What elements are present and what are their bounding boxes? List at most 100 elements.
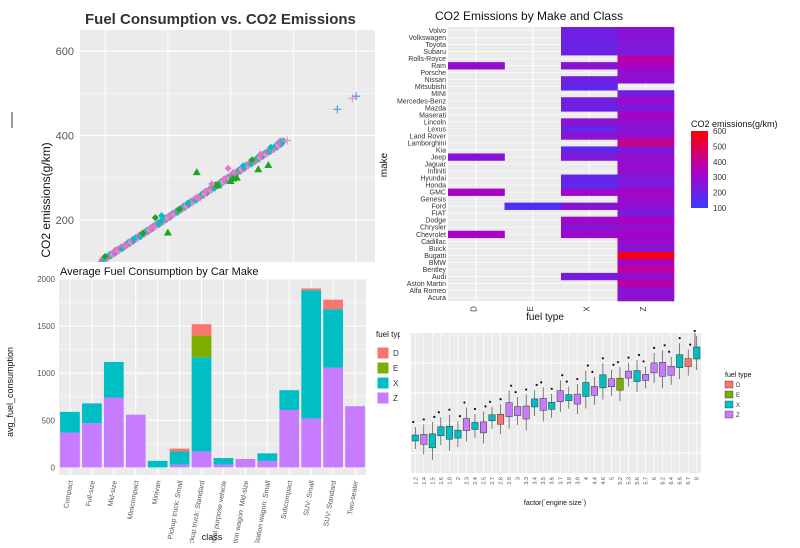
heatmap-y-tick: Mercedes-Benz (397, 98, 447, 105)
bar-x-tick: Station wagon: Mid-size (231, 480, 251, 543)
heatmap-y-tick: Honda (425, 183, 446, 190)
heatmap-cell (617, 251, 675, 260)
bar-y-tick: 500 (42, 416, 56, 425)
heatmap-y-tick: Buick (429, 246, 447, 253)
boxplot-outlier (693, 329, 696, 333)
bar-segment (279, 390, 300, 410)
legend-swatch (376, 376, 390, 390)
bar-y-tick: 2000 (37, 275, 55, 284)
boxplot-box (497, 413, 505, 425)
boxplot-box (522, 405, 530, 420)
boxplot-outlier (668, 350, 671, 353)
heatmap-cell (617, 118, 675, 126)
scatter-point (184, 199, 192, 207)
boxplot-outlier (612, 363, 615, 366)
heatmap-y-tick: Chevrolet (416, 232, 446, 239)
legend-label: E (736, 393, 740, 399)
boxplot-x-tick: 3.5 (541, 477, 547, 485)
heatmap-x-tick: D (469, 306, 478, 312)
legend-swatch (376, 346, 390, 360)
boxplot-x-tick: 2.9 (507, 477, 513, 485)
scatter-point (101, 252, 109, 261)
boxplot-box (462, 418, 470, 431)
boxplot-x-tick: 5 (609, 477, 615, 480)
boxplot-x-tick: 1.5 (430, 477, 436, 485)
colorbar-title: CO2 emissions(g/km) (691, 119, 778, 129)
bar-segment (323, 309, 343, 368)
heatmap-cell (617, 132, 675, 140)
bar-y-tick: 1000 (37, 369, 55, 378)
scatter-point (257, 150, 265, 158)
heatmap-cell (617, 48, 675, 56)
heatmap-y-tick: BMW (429, 260, 447, 267)
bar-x-tick: Subcompact (281, 480, 295, 520)
heatmap-y-tick: Porsche (420, 70, 446, 77)
heatmap-cell (617, 209, 675, 217)
colorbar-tick: 500 (713, 142, 727, 151)
boxplot-x-tick: 2.4 (473, 477, 479, 485)
heatmap-y-tick: Audi (432, 274, 446, 281)
boxplot-box (607, 378, 615, 388)
heatmap-y-tick: Cadillac (421, 239, 446, 246)
heatmap-cell (448, 153, 505, 161)
heatmap-y-tick: Jaguar (425, 162, 447, 169)
bar-x-tick: Compact (63, 480, 75, 509)
boxplot-x-tick: 3.3 (524, 477, 530, 485)
boxplot-x-tick: 1.4 (422, 477, 428, 485)
bar-segment (191, 335, 212, 358)
colorbar-tick: 100 (713, 204, 727, 213)
bar-segment (301, 290, 322, 419)
scatter-point (248, 156, 256, 164)
scatter-triangle-point (214, 181, 223, 189)
boxplot-x-tick: 1.8 (447, 477, 453, 485)
heatmap-y-tick: Hyundai (420, 176, 446, 183)
legend-label: E (393, 364, 398, 373)
bar-segment (125, 414, 146, 468)
heatmap-y-tick: Rolls-Royce (408, 56, 446, 63)
boxplot-outlier (509, 384, 513, 387)
heatmap-cell (561, 118, 618, 126)
heatmap-y-tick: Subaru (423, 49, 446, 56)
bar-segment (213, 458, 234, 465)
heatmap-y-tick: Volkswagen (409, 35, 446, 42)
boxplot-outlier (437, 411, 440, 414)
bar-segment (82, 403, 102, 424)
heatmap-cell (561, 27, 618, 35)
bar-segment (191, 357, 212, 452)
scatter-y-tick: 200 (56, 215, 74, 227)
boxplot-panel: 1.2 1.4 1.5 1.6 1.8 2 2.3 2.4 2.5 2.7 2.8 2.9 3 3.3 3.… (395, 325, 800, 543)
boxplot-box (684, 358, 692, 367)
boxplot-x-tick: 4 (584, 477, 590, 480)
scatter-plot-area (80, 30, 375, 262)
scatter-point (158, 212, 166, 220)
legend-label: D (393, 349, 399, 358)
boxplot-x-label: factor(`engine size`) (524, 500, 586, 507)
scatter-cross-point (276, 137, 285, 146)
bar-segment (235, 458, 256, 468)
boxplot-x-tick: 6 (652, 477, 658, 480)
bar-segment (103, 397, 124, 468)
boxplot-x-tick: 1.2 (413, 477, 419, 485)
boxplot-outlier (412, 420, 415, 424)
boxplot-x-tick: 8 (695, 477, 701, 480)
heatmap-y-tick: Lincoln (424, 119, 446, 126)
heatmap-cell (617, 97, 675, 105)
boxplot-x-tick: 3.8 (567, 477, 573, 485)
heatmap-cell (617, 286, 675, 295)
heatmap-cell (617, 125, 675, 133)
heatmap-cell (561, 216, 618, 225)
boxplot-outlier (652, 346, 656, 349)
bar-x-tick: SUV: Small (303, 480, 316, 517)
boxplot-x-tick: 5.2 (618, 477, 624, 485)
scatter-cross-point (352, 92, 361, 101)
bar-segment (103, 361, 124, 398)
legend-swatch (724, 390, 734, 399)
heatmap-chart: CO2 Emissions by Make and Class VolvoVol… (379, 9, 778, 323)
boxplot-outlier (422, 418, 425, 421)
heatmap-panel: CO2 Emissions by Make and Class Volvo Vol… (375, 0, 800, 325)
scatter-point (229, 169, 237, 177)
scatter-title: Fuel Consumption vs. CO2 Emissions (85, 11, 356, 28)
boxplot-box (676, 354, 684, 368)
boxplot-x-tick: 3.6 (550, 477, 556, 485)
bar-segment (345, 406, 365, 468)
